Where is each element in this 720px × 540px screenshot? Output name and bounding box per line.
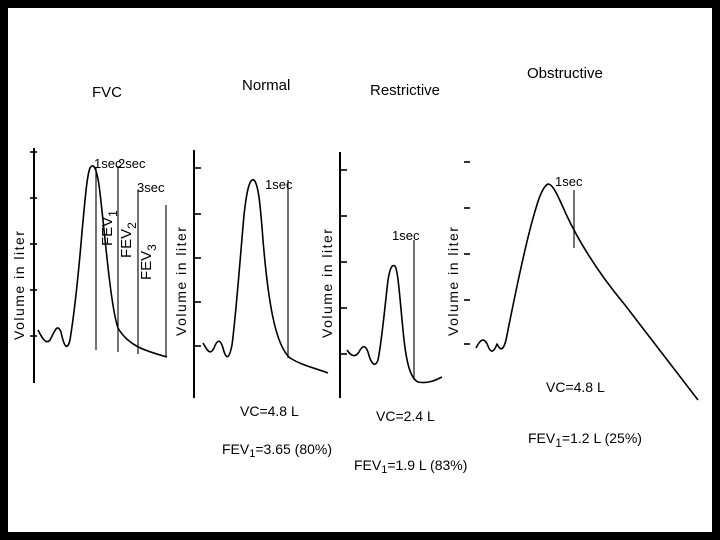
fvc-1sec-label: 1sec (94, 156, 122, 171)
restrictive-vc-value: VC=2.4 L (376, 408, 435, 424)
fvc-panel: FVC Volume in liter 1sec 2sec 3sec FEV1 … (11, 84, 168, 383)
restrictive-fev1-value: FEV1=1.9 L (83%) (354, 457, 467, 476)
obstructive-panel: Obstructive Volume in liter 1sec VC=4.8 … (445, 65, 699, 450)
obstructive-fev1-value: FEV1=1.2 L (25%) (528, 430, 642, 450)
normal-fev1-value: FEV1=3.65 (80%) (222, 441, 332, 460)
normal-curve (202, 179, 329, 374)
normal-panel: Normal Volume in liter 1sec VC=4.8 L FEV… (173, 77, 332, 460)
fvc-3sec-label: 3sec (137, 180, 165, 195)
obstructive-curve (475, 183, 699, 401)
restrictive-title: Restrictive (370, 82, 440, 99)
slide-frame (8, 8, 712, 532)
obstructive-1sec-label: 1sec (555, 174, 583, 189)
fvc-curve (37, 165, 168, 358)
restrictive-1sec-label: 1sec (392, 228, 420, 243)
obstructive-vc-value: VC=4.8 L (546, 379, 605, 395)
restrictive-curve (346, 264, 443, 384)
restrictive-y-axis-label: Volume in liter (319, 228, 335, 338)
obstructive-title: Obstructive (527, 65, 603, 82)
fvc-title: FVC (92, 84, 122, 101)
fvc-y-axis-label: Volume in liter (11, 230, 27, 340)
fvc-fev3-label: FEV3 (138, 244, 159, 280)
restrictive-panel: Restrictive Volume in liter 1sec VC=2.4 … (319, 82, 467, 476)
fvc-fev1-label: FEV1 (99, 210, 120, 246)
fvc-fev2-label: FEV2 (118, 222, 139, 258)
normal-vc-value: VC=4.8 L (240, 403, 299, 419)
normal-title: Normal (242, 77, 290, 94)
normal-y-axis-label: Volume in liter (173, 226, 189, 336)
obstructive-y-axis-label: Volume in liter (445, 226, 461, 336)
fvc-2sec-label: 2sec (118, 156, 146, 171)
normal-1sec-label: 1sec (265, 177, 293, 192)
